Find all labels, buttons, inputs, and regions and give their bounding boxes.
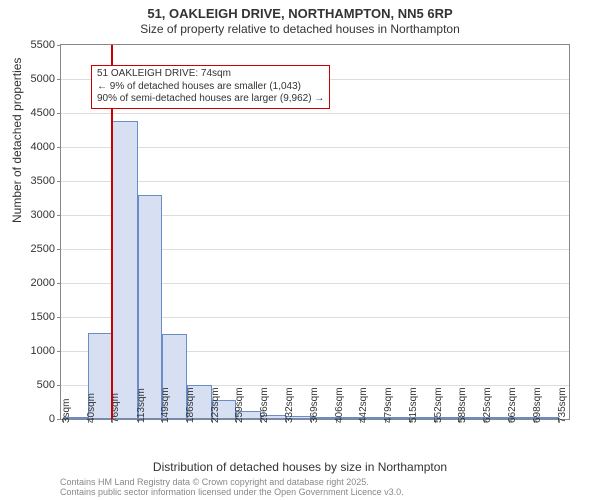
xtick-label: 113sqm (136, 388, 147, 423)
ytick-mark (57, 45, 61, 46)
ytick-label: 3000 (31, 209, 55, 221)
ytick-label: 1500 (31, 311, 55, 323)
ytick-mark (57, 113, 61, 114)
ytick-label: 3500 (31, 175, 55, 187)
xtick-label: 223sqm (210, 387, 221, 423)
xtick-label: 332sqm (284, 387, 295, 423)
annotation-line3: 90% of semi-detached houses are larger (… (97, 93, 324, 106)
xtick-label: 186sqm (185, 387, 196, 423)
chart-container: 51, OAKLEIGH DRIVE, NORTHAMPTON, NN5 6RP… (0, 0, 600, 500)
ytick-label: 2000 (31, 277, 55, 289)
xtick-label: 149sqm (160, 387, 171, 423)
ytick-label: 0 (49, 413, 55, 425)
xtick-label: 698sqm (532, 387, 543, 423)
ytick-label: 4000 (31, 141, 55, 153)
ytick-label: 5000 (31, 73, 55, 85)
xtick-label: 625sqm (482, 387, 493, 423)
xtick-label: 296sqm (259, 387, 270, 423)
ytick-mark (57, 317, 61, 318)
xtick-label: 442sqm (358, 387, 369, 423)
ytick-label: 5500 (31, 39, 55, 51)
ytick-mark (57, 249, 61, 250)
chart-title: 51, OAKLEIGH DRIVE, NORTHAMPTON, NN5 6RP (0, 0, 600, 22)
xtick-label: 662sqm (507, 387, 518, 423)
histogram-bar (138, 195, 162, 419)
xtick-label: 588sqm (457, 387, 468, 423)
ytick-mark (57, 181, 61, 182)
ytick-mark (57, 385, 61, 386)
ytick-mark (57, 79, 61, 80)
ytick-mark (57, 215, 61, 216)
ytick-mark (57, 283, 61, 284)
annotation-line2: ← 9% of detached houses are smaller (1,0… (97, 81, 324, 94)
xtick-label: 552sqm (433, 387, 444, 423)
ytick-mark (57, 351, 61, 352)
xtick-label: 735sqm (557, 387, 568, 423)
footer-line2: Contains public sector information licen… (60, 488, 404, 498)
ytick-label: 4500 (31, 107, 55, 119)
y-axis-label: Number of detached properties (10, 58, 24, 223)
x-axis-label: Distribution of detached houses by size … (0, 460, 600, 474)
xtick-label: 369sqm (309, 387, 320, 423)
ytick-label: 500 (37, 379, 55, 391)
grid-line (61, 113, 569, 114)
ytick-label: 2500 (31, 243, 55, 255)
xtick-label: 259sqm (234, 387, 245, 423)
ytick-mark (57, 147, 61, 148)
plot-area: 0500100015002000250030003500400045005000… (60, 44, 570, 420)
xtick-label: 479sqm (383, 387, 394, 423)
histogram-bar (112, 121, 137, 419)
ytick-label: 1000 (31, 345, 55, 357)
annotation-line1: 51 OAKLEIGH DRIVE: 74sqm (97, 68, 324, 81)
xtick-label: 406sqm (334, 387, 345, 423)
xtick-label: 40sqm (86, 393, 97, 423)
xtick-label: 3sqm (61, 399, 72, 423)
annotation-box: 51 OAKLEIGH DRIVE: 74sqm ← 9% of detache… (91, 65, 330, 109)
xtick-label: 515sqm (408, 387, 419, 423)
chart-subtitle: Size of property relative to detached ho… (0, 22, 600, 38)
footer-attribution: Contains HM Land Registry data © Crown c… (60, 478, 404, 498)
